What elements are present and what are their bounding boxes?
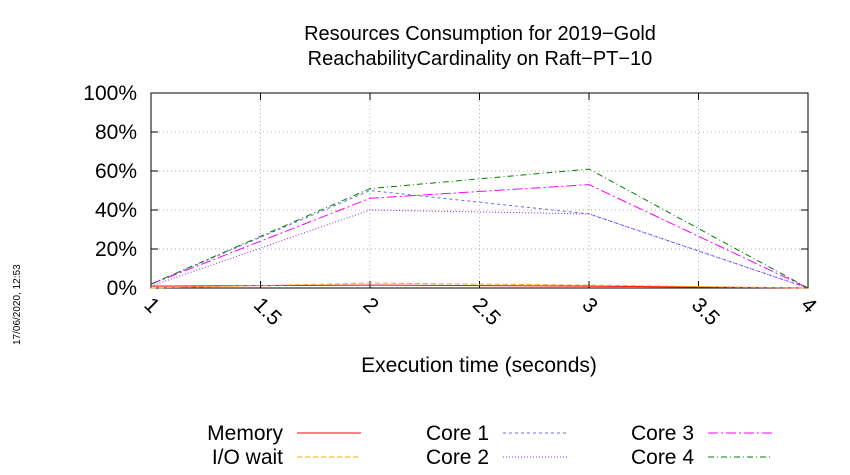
legend-label: I/O wait	[212, 446, 283, 469]
series-line-i-o-wait	[150, 282, 809, 289]
legend-label: Memory	[207, 422, 283, 445]
x-tick-label: 1.5	[249, 293, 286, 330]
legend-label: Core 2	[426, 446, 489, 469]
x-tick-label: 3	[577, 293, 602, 318]
y-tick-label: 0%	[107, 277, 137, 300]
plot-frame	[150, 92, 809, 289]
chart-title-line-2: ReachabilityCardinality on Raft−PT−10	[308, 48, 653, 70]
x-tick-label: 3.5	[687, 293, 724, 330]
chart-title-line-1: Resources Consumption for 2019−Gold	[304, 23, 656, 45]
timestamp-label: 17/06/2020, 12:53	[12, 264, 23, 345]
legend-label: Core 3	[631, 422, 694, 445]
x-tick-label: 2	[358, 293, 383, 318]
x-axis-label: Execution time (seconds)	[361, 354, 597, 377]
series-line-core-3	[150, 184, 809, 289]
y-tick-label: 100%	[83, 82, 137, 105]
series-line-core-1	[150, 189, 809, 289]
x-tick-label: 4	[796, 293, 821, 318]
y-axis-ticks: 0% 20% 40% 60% 80% 100%	[83, 82, 808, 300]
legend-label: Core 4	[631, 446, 694, 469]
y-tick-label: 20%	[95, 238, 137, 261]
y-tick-label: 40%	[95, 199, 137, 222]
series-line-core-4	[150, 168, 809, 289]
grid-lines	[150, 92, 809, 289]
y-tick-label: 60%	[95, 160, 137, 183]
y-tick-label: 80%	[95, 121, 137, 144]
x-tick-label: 1	[139, 293, 164, 318]
x-tick-label: 2.5	[468, 293, 505, 330]
series-lines	[150, 168, 809, 289]
legend-label: Core 1	[426, 422, 489, 445]
